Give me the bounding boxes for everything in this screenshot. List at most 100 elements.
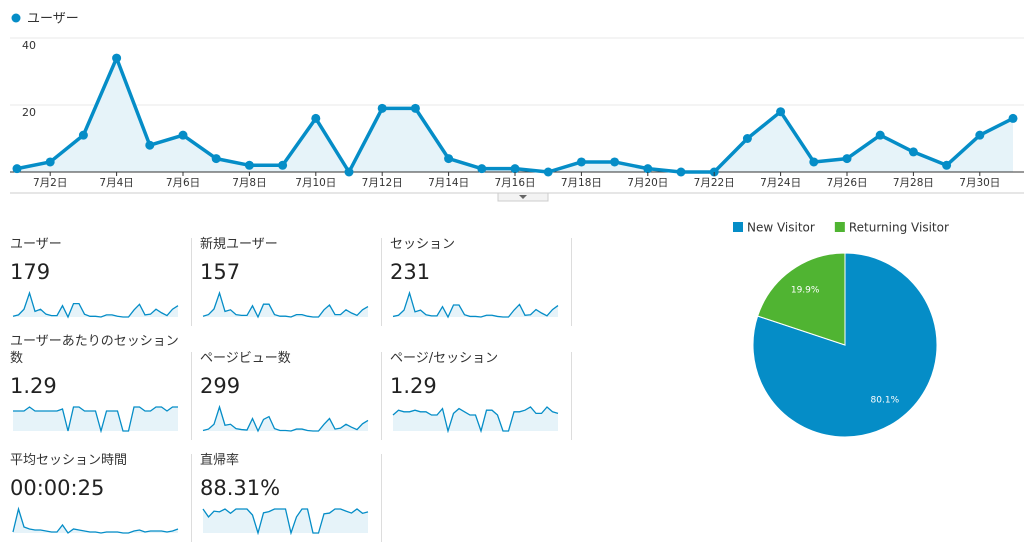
metric-label: 平均セッション時間 (10, 453, 128, 468)
sparkline-area (393, 293, 558, 317)
sparkline-line (392, 406, 559, 433)
data-point (942, 160, 952, 170)
data-point (45, 157, 55, 167)
x-tick-label: 7月12日 (362, 177, 403, 189)
x-tick-label: 7月2日 (33, 177, 67, 189)
metric-value: 88.31% (200, 476, 281, 500)
x-tick-label: 7月10日 (295, 177, 336, 189)
collapse-arrow (519, 195, 527, 199)
metric-tile: 直帰率 88.31% (200, 435, 382, 547)
sparkline (12, 506, 179, 534)
x-tick-label: 7月20日 (627, 177, 668, 189)
data-point (908, 147, 918, 157)
metric-tile: ページビュー数 299 (200, 333, 382, 445)
area-fill (17, 58, 1013, 172)
sparkline-area (393, 407, 558, 431)
metric-value: 179 (10, 260, 51, 284)
data-point (244, 160, 254, 170)
metric-value: 00:00:25 (10, 476, 105, 500)
metric-tile: 平均セッション時間 00:00:25 (10, 435, 192, 547)
data-point (145, 140, 155, 150)
data-point (676, 167, 686, 177)
sparkline (392, 406, 559, 433)
sparkline (392, 290, 559, 319)
sparkline-line (12, 506, 179, 534)
metric-value: 157 (200, 260, 241, 284)
data-point (377, 103, 387, 113)
metric-label: 新規ユーザー (200, 237, 278, 252)
pie-slice (757, 252, 846, 346)
x-tick-label: 7月8日 (232, 177, 266, 189)
metric-label: ユーザーあたりのセッション数 (10, 334, 179, 366)
data-point (112, 53, 122, 63)
legend-label: New Visitor (747, 221, 815, 235)
legend-marker (733, 222, 743, 232)
sparkline-line (202, 404, 369, 433)
x-tick-label: 7月6日 (166, 177, 200, 189)
sparkline (202, 404, 369, 433)
data-point (444, 154, 454, 164)
x-tick-label: 7月22日 (694, 177, 735, 189)
data-point (178, 130, 188, 140)
data-point (211, 154, 221, 164)
sparkline-line (202, 508, 369, 535)
data-point (875, 130, 885, 140)
data-point (576, 157, 586, 167)
x-tick-label: 7月4日 (99, 177, 133, 189)
sparkline-area (203, 293, 368, 317)
sparkline-line (13, 406, 178, 433)
data-point (477, 164, 487, 174)
metric-value: 1.29 (10, 374, 57, 398)
metric-value: 231 (390, 260, 431, 284)
slice-label: 19.9% (791, 285, 820, 295)
data-point (1008, 113, 1018, 123)
sparkline (202, 508, 369, 535)
data-point (543, 167, 553, 177)
metric-label: 直帰率 (200, 453, 240, 468)
metric-tile: 新規ユーザー 157 (200, 219, 382, 331)
data-point (776, 107, 786, 117)
data-point (742, 134, 752, 143)
data-point (12, 164, 22, 174)
x-tick-label: 7月16日 (494, 177, 535, 189)
data-point (278, 160, 288, 170)
x-tick-label: 7月26日 (826, 177, 867, 189)
data-point (510, 164, 520, 174)
sparkline-area (13, 509, 178, 533)
data-point (78, 130, 88, 140)
sparkline-area (203, 407, 368, 431)
sparkline-line (392, 290, 559, 319)
metric-value: 1.29 (390, 374, 437, 398)
legend-marker (11, 13, 21, 23)
data-point (975, 130, 985, 140)
metric-label: セッション (390, 237, 456, 252)
data-point (311, 113, 321, 123)
sparkline (13, 406, 178, 433)
x-tick-label: 7月18日 (561, 177, 602, 189)
sparkline-line (202, 290, 369, 319)
metric-label: ユーザー (10, 237, 62, 252)
data-point (610, 157, 620, 167)
metric-tile: ユーザー 179 (10, 219, 192, 331)
metric-tile: ページ/セッション 1.29 (390, 333, 572, 445)
y-tick-label: 40 (22, 39, 36, 52)
x-tick-label: 7月14日 (428, 177, 469, 189)
metric-value: 299 (200, 374, 241, 398)
x-tick-label: 7月28日 (893, 177, 934, 189)
sparkline (12, 290, 179, 319)
data-point (842, 154, 852, 164)
sparkline-area (13, 407, 178, 431)
data-point (643, 164, 653, 174)
metric-tile: ユーザーあたりのセッション数 1.29 (10, 333, 192, 445)
x-tick-label: 7月30日 (959, 177, 1000, 189)
slice-label: 80.1% (871, 396, 900, 406)
data-point (344, 167, 354, 177)
legend-marker (834, 222, 845, 232)
sparkline-area (203, 509, 368, 533)
legend-label: Returning Visitor (849, 221, 949, 235)
metric-label: ページビュー数 (200, 351, 291, 366)
x-tick-label: 7月24日 (760, 177, 801, 189)
metric-tile: セッション 231 (390, 219, 572, 331)
